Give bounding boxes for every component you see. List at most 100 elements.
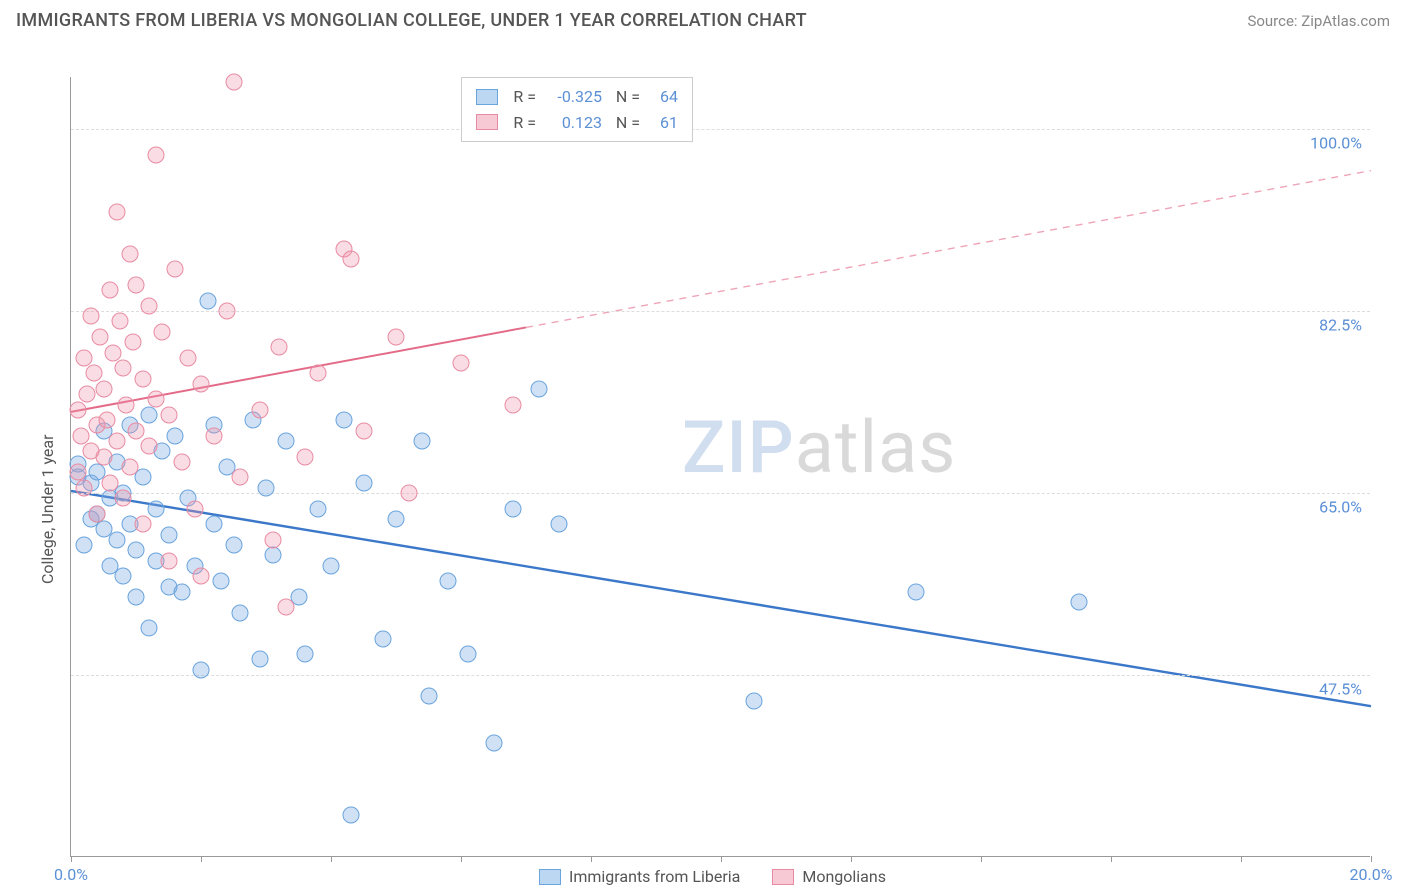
data-point-liberia bbox=[147, 500, 164, 517]
y-axis-title: College, Under 1 year bbox=[38, 434, 57, 584]
x-tick bbox=[201, 856, 202, 862]
data-point-mongolians bbox=[79, 386, 96, 403]
series-label: Immigrants from Liberia bbox=[569, 867, 740, 886]
data-point-mongolians bbox=[342, 251, 359, 268]
data-point-liberia bbox=[173, 583, 190, 600]
data-point-liberia bbox=[336, 412, 353, 429]
legend-n-value: 64 bbox=[650, 84, 678, 110]
data-point-mongolians bbox=[154, 323, 171, 340]
data-point-mongolians bbox=[297, 448, 314, 465]
data-point-mongolians bbox=[72, 427, 89, 444]
regression-line-liberia bbox=[71, 491, 1371, 706]
data-point-mongolians bbox=[160, 407, 177, 424]
data-point-liberia bbox=[1070, 594, 1087, 611]
legend-r-label: R = bbox=[508, 84, 536, 110]
data-point-liberia bbox=[199, 292, 216, 309]
data-point-mongolians bbox=[76, 349, 93, 366]
data-point-mongolians bbox=[102, 282, 119, 299]
series-legend-item-liberia: Immigrants from Liberia bbox=[539, 867, 740, 886]
data-point-mongolians bbox=[111, 313, 128, 330]
data-point-mongolians bbox=[180, 349, 197, 366]
data-point-liberia bbox=[550, 516, 567, 533]
series-label: Mongolians bbox=[802, 867, 886, 886]
x-tick bbox=[851, 856, 852, 862]
data-point-liberia bbox=[323, 557, 340, 574]
x-tick bbox=[1111, 856, 1112, 862]
data-point-liberia bbox=[414, 433, 431, 450]
x-tick bbox=[721, 856, 722, 862]
data-point-liberia bbox=[342, 807, 359, 824]
chart-title: IMMIGRANTS FROM LIBERIA VS MONGOLIAN COL… bbox=[16, 10, 807, 31]
legend-r-value: 0.123 bbox=[546, 110, 602, 136]
y-tick-label: 65.0% bbox=[1319, 498, 1362, 517]
legend-r-value: -0.325 bbox=[546, 84, 602, 110]
watermark-part2: atlas bbox=[795, 405, 957, 490]
regression-lines-layer bbox=[71, 77, 1371, 857]
data-point-liberia bbox=[193, 661, 210, 678]
data-point-liberia bbox=[264, 547, 281, 564]
watermark: ZIPatlas bbox=[682, 405, 956, 490]
y-tick-label: 82.5% bbox=[1319, 316, 1362, 335]
data-point-mongolians bbox=[95, 448, 112, 465]
data-point-liberia bbox=[212, 573, 229, 590]
data-point-mongolians bbox=[147, 147, 164, 164]
y-tick-label: 47.5% bbox=[1319, 680, 1362, 699]
data-point-mongolians bbox=[89, 505, 106, 522]
data-point-mongolians bbox=[118, 396, 135, 413]
data-point-mongolians bbox=[69, 464, 86, 481]
data-point-mongolians bbox=[264, 531, 281, 548]
series-legend: Immigrants from Liberia Mongolians bbox=[539, 867, 886, 886]
data-point-mongolians bbox=[102, 474, 119, 491]
data-point-mongolians bbox=[401, 485, 418, 502]
series-swatch-liberia bbox=[539, 869, 561, 885]
data-point-mongolians bbox=[108, 433, 125, 450]
data-point-mongolians bbox=[141, 297, 158, 314]
data-point-liberia bbox=[258, 479, 275, 496]
data-point-mongolians bbox=[453, 355, 470, 372]
x-tick bbox=[71, 856, 72, 862]
data-point-liberia bbox=[160, 526, 177, 543]
legend-r-label: R = bbox=[508, 110, 536, 136]
data-point-mongolians bbox=[173, 453, 190, 470]
data-point-liberia bbox=[505, 500, 522, 517]
data-point-liberia bbox=[355, 474, 372, 491]
data-point-mongolians bbox=[69, 401, 86, 418]
data-point-mongolians bbox=[310, 365, 327, 382]
legend-n-label: N = bbox=[612, 84, 640, 110]
data-point-liberia bbox=[459, 646, 476, 663]
data-point-liberia bbox=[310, 500, 327, 517]
data-point-mongolians bbox=[124, 334, 141, 351]
x-tick bbox=[461, 856, 462, 862]
data-point-liberia bbox=[108, 531, 125, 548]
data-point-mongolians bbox=[232, 469, 249, 486]
x-tick bbox=[981, 856, 982, 862]
data-point-mongolians bbox=[206, 427, 223, 444]
regression-extrapolation-mongolians bbox=[526, 171, 1371, 328]
data-point-mongolians bbox=[193, 375, 210, 392]
data-point-liberia bbox=[128, 542, 145, 559]
source-name: ZipAtlas.com bbox=[1301, 12, 1390, 30]
data-point-liberia bbox=[375, 630, 392, 647]
legend-n-value: 61 bbox=[650, 110, 678, 136]
data-point-mongolians bbox=[160, 552, 177, 569]
data-point-mongolians bbox=[167, 261, 184, 278]
data-point-liberia bbox=[141, 407, 158, 424]
data-point-liberia bbox=[908, 583, 925, 600]
data-point-mongolians bbox=[128, 277, 145, 294]
data-point-mongolians bbox=[147, 391, 164, 408]
data-point-liberia bbox=[388, 511, 405, 528]
gridline bbox=[71, 675, 1370, 676]
data-point-liberia bbox=[232, 604, 249, 621]
y-tick-label: 100.0% bbox=[1310, 134, 1362, 153]
source-prefix: Source: bbox=[1247, 12, 1301, 30]
data-point-liberia bbox=[206, 516, 223, 533]
data-point-liberia bbox=[76, 537, 93, 554]
series-swatch-mongolians bbox=[772, 869, 794, 885]
data-point-mongolians bbox=[76, 479, 93, 496]
correlation-legend: R =-0.325N =64R =0.123N =61 bbox=[461, 77, 693, 142]
data-point-liberia bbox=[115, 568, 132, 585]
data-point-liberia bbox=[745, 693, 762, 710]
source-attribution: Source: ZipAtlas.com bbox=[1247, 12, 1390, 30]
data-point-mongolians bbox=[134, 516, 151, 533]
data-point-mongolians bbox=[388, 329, 405, 346]
